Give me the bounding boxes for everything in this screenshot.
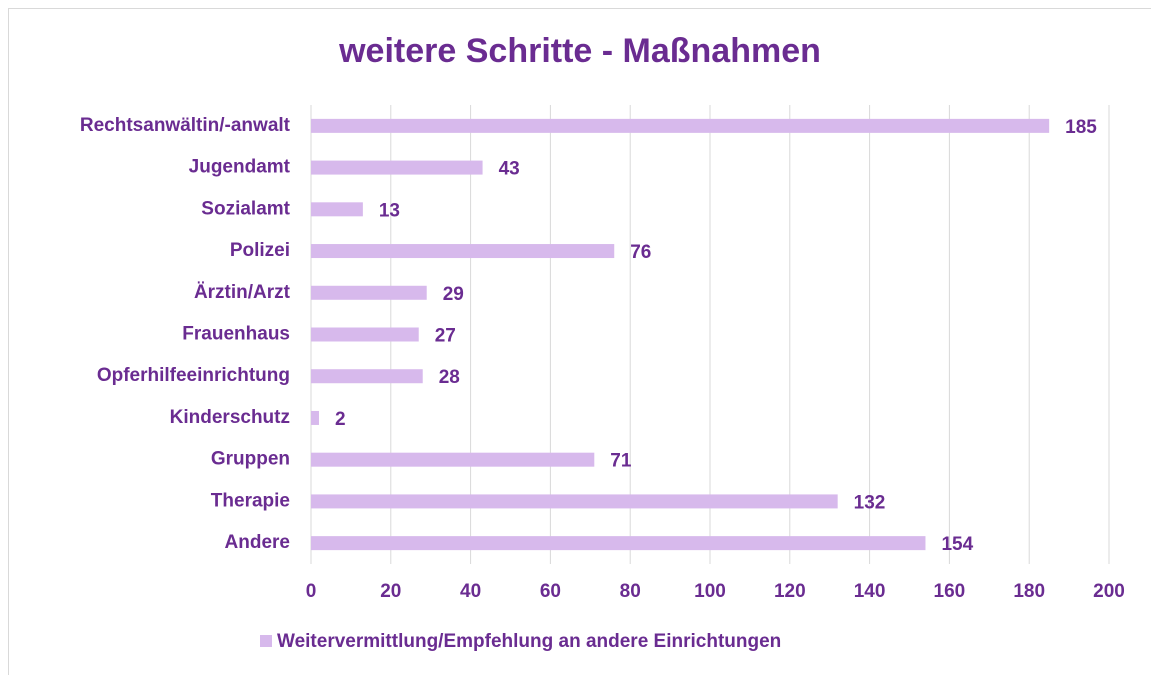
x-tick-label: 160 bbox=[934, 581, 966, 602]
data-label: 71 bbox=[610, 451, 632, 472]
data-label: 28 bbox=[439, 367, 460, 388]
y-tick-label: Gruppen bbox=[211, 449, 290, 470]
bar bbox=[311, 285, 427, 300]
y-tick-label: Rechtsanwältin/-anwalt bbox=[80, 115, 291, 136]
data-label: 27 bbox=[435, 326, 456, 347]
x-tick-label: 200 bbox=[1093, 581, 1125, 602]
bar bbox=[311, 327, 419, 342]
y-tick-label: Ärztin/Arzt bbox=[194, 282, 291, 303]
bar bbox=[311, 369, 423, 384]
data-label: 76 bbox=[630, 242, 651, 263]
x-tick-label: 100 bbox=[694, 581, 726, 602]
legend-swatch bbox=[260, 635, 272, 647]
bar bbox=[311, 202, 363, 217]
chart-border bbox=[8, 8, 1151, 675]
x-tick-label: 140 bbox=[854, 581, 886, 602]
bar bbox=[311, 244, 615, 259]
y-tick-label: Therapie bbox=[211, 490, 290, 511]
x-tick-label: 80 bbox=[620, 581, 641, 602]
y-tick-label: Opferhilfeeinrichtung bbox=[97, 365, 290, 386]
y-tick-label: Sozialamt bbox=[201, 198, 290, 219]
bar bbox=[311, 452, 595, 467]
legend-label: Weitervermittlung/Empfehlung an andere E… bbox=[277, 631, 781, 652]
x-tick-label: 60 bbox=[540, 581, 561, 602]
x-tick-label: 120 bbox=[774, 581, 806, 602]
bar bbox=[311, 160, 483, 175]
chart-title: weitere Schritte - Maßnahmen bbox=[338, 32, 821, 70]
x-tick-label: 180 bbox=[1013, 581, 1045, 602]
data-label: 132 bbox=[854, 492, 886, 513]
bar bbox=[311, 118, 1050, 133]
y-tick-label: Andere bbox=[225, 532, 290, 553]
x-tick-label: 40 bbox=[460, 581, 481, 602]
y-tick-label: Frauenhaus bbox=[182, 324, 290, 345]
data-label: 29 bbox=[443, 284, 464, 305]
y-tick-label: Polizei bbox=[230, 240, 290, 261]
data-label: 13 bbox=[379, 200, 400, 221]
y-tick-label: Jugendamt bbox=[189, 157, 291, 178]
bar bbox=[311, 536, 926, 551]
x-tick-label: 0 bbox=[306, 581, 317, 602]
bar bbox=[311, 410, 319, 425]
data-label: 2 bbox=[335, 409, 346, 430]
y-tick-label: Kinderschutz bbox=[170, 407, 290, 428]
x-tick-label: 20 bbox=[380, 581, 401, 602]
data-label: 43 bbox=[499, 159, 520, 180]
bar bbox=[311, 494, 838, 509]
data-label: 154 bbox=[941, 534, 973, 555]
data-label: 185 bbox=[1065, 117, 1097, 138]
